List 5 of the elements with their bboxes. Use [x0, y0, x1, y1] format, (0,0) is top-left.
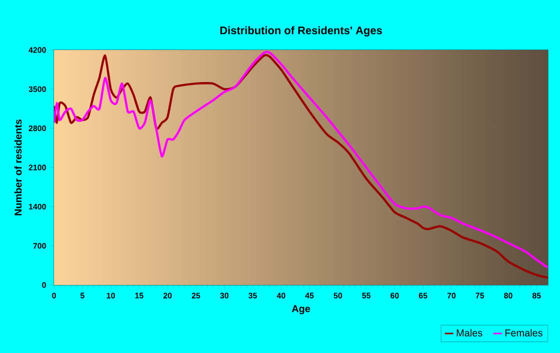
x-axis-title: Age: [292, 305, 310, 314]
y-axis-title: Number of residents: [14, 119, 22, 216]
legend-label: Females: [505, 329, 542, 336]
chart-title: Distribution of Residents' Ages: [220, 26, 382, 37]
legend-label: Males: [456, 329, 482, 336]
